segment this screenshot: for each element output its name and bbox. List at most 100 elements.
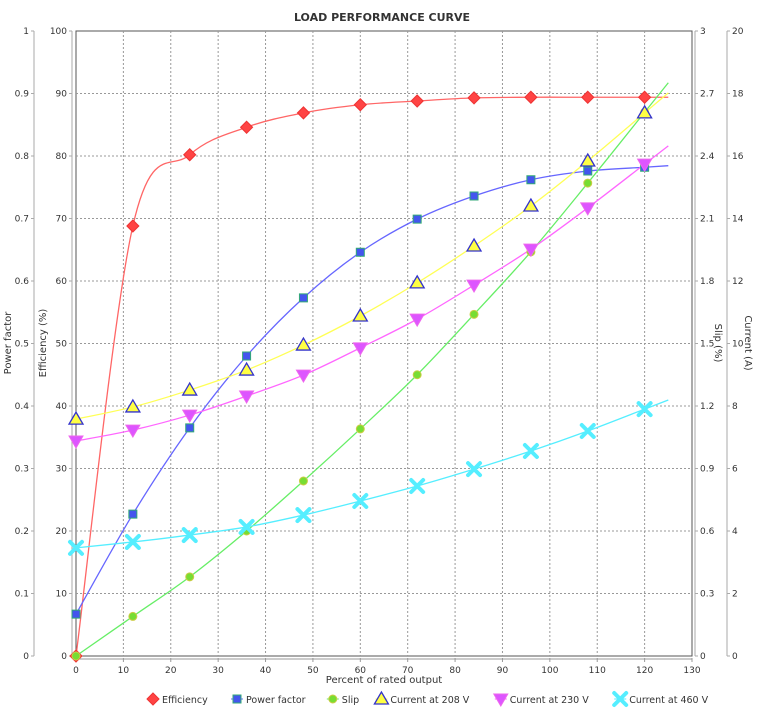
data-point-3 bbox=[67, 410, 85, 425]
slip-tick-label: 1.5 bbox=[700, 340, 714, 350]
legend-marker bbox=[328, 694, 338, 704]
x-marker-stroke bbox=[466, 461, 483, 478]
legend-item-3[interactable]: Current at 208 V bbox=[373, 690, 470, 706]
pf-tick-label: 0.8 bbox=[15, 152, 30, 162]
eff-tick-label: 70 bbox=[56, 215, 68, 225]
pf-axis-label: Power factor bbox=[3, 311, 14, 375]
pf-tick-label: 0.1 bbox=[15, 590, 29, 600]
data-point-4 bbox=[466, 279, 482, 294]
legend-marker bbox=[612, 691, 629, 707]
data-point-0 bbox=[467, 91, 481, 105]
cur-tick-label: 14 bbox=[732, 215, 744, 225]
cur-tick-label: 0 bbox=[732, 652, 738, 662]
data-point-1 bbox=[583, 166, 593, 176]
data-point-3 bbox=[522, 197, 540, 212]
current-axis-label: Current (A) bbox=[742, 315, 753, 370]
data-point-1 bbox=[185, 423, 195, 433]
x-marker-stroke bbox=[181, 527, 198, 544]
slip-tick-label: 1.2 bbox=[700, 402, 714, 412]
data-point-5 bbox=[636, 401, 653, 418]
cur-tick-label: 12 bbox=[732, 277, 743, 287]
slip-tick-label: 2.7 bbox=[700, 90, 714, 100]
data-point-2 bbox=[469, 309, 479, 319]
slip-tick-label: 0.9 bbox=[700, 465, 715, 475]
legend-label: Current at 460 V bbox=[629, 695, 708, 706]
data-point-4 bbox=[636, 158, 653, 173]
data-point-4 bbox=[409, 313, 426, 328]
data-point-0 bbox=[126, 219, 140, 233]
x-marker-stroke bbox=[352, 493, 369, 509]
x-marker-stroke bbox=[295, 507, 312, 524]
data-point-3 bbox=[295, 336, 312, 351]
x-marker-stroke bbox=[612, 691, 629, 707]
legend-item-1[interactable]: Power factor bbox=[231, 694, 306, 706]
eff-tick-label: 100 bbox=[50, 27, 67, 37]
legend-marker bbox=[373, 690, 390, 705]
x-tick-label: 90 bbox=[497, 666, 509, 676]
x-marker-stroke bbox=[579, 423, 596, 439]
data-point-1 bbox=[298, 293, 308, 303]
eff-tick-label: 80 bbox=[56, 152, 68, 162]
pf-tick-label: 0.6 bbox=[15, 277, 30, 287]
data-point-5 bbox=[181, 527, 198, 544]
x-tick-label: 130 bbox=[683, 666, 700, 676]
data-point-1 bbox=[469, 191, 479, 201]
data-point-3 bbox=[579, 152, 596, 167]
legend-item-4[interactable]: Current at 230 V bbox=[492, 693, 589, 707]
x-tick-label: 50 bbox=[307, 666, 319, 676]
data-point-3 bbox=[465, 237, 483, 252]
pf-tick-label: 0 bbox=[23, 652, 29, 662]
eff-tick-label: 10 bbox=[56, 590, 68, 600]
legend-item-5[interactable]: Current at 460 V bbox=[612, 691, 709, 707]
x-tick-label: 10 bbox=[118, 666, 130, 676]
x-tick-label: 100 bbox=[541, 666, 558, 676]
slip-tick-label: 1.8 bbox=[700, 277, 715, 287]
x-marker-stroke bbox=[636, 401, 653, 418]
data-point-3 bbox=[352, 307, 369, 322]
data-point-2 bbox=[355, 424, 365, 434]
data-point-0 bbox=[410, 94, 424, 108]
data-point-2 bbox=[71, 651, 81, 661]
x-tick-label: 20 bbox=[165, 666, 177, 676]
data-point-5 bbox=[466, 461, 483, 478]
eff-tick-label: 30 bbox=[56, 465, 68, 475]
data-point-4 bbox=[295, 369, 312, 384]
legend-item-0[interactable]: Efficiency bbox=[146, 692, 208, 706]
x-tick-label: 60 bbox=[355, 666, 367, 676]
slip-tick-label: 2.1 bbox=[700, 215, 714, 225]
x-tick-label: 110 bbox=[589, 666, 606, 676]
x-marker-stroke bbox=[409, 478, 426, 494]
pf-tick-label: 0.9 bbox=[15, 90, 30, 100]
slip-tick-label: 0.3 bbox=[700, 590, 714, 600]
legend-label: Current at 208 V bbox=[390, 695, 469, 706]
data-point-5 bbox=[68, 539, 84, 556]
data-point-3 bbox=[124, 398, 141, 413]
data-point-5 bbox=[409, 478, 426, 494]
x-tick-label: 40 bbox=[260, 666, 272, 676]
x-marker-stroke bbox=[68, 539, 84, 556]
slip-tick-label: 0.6 bbox=[700, 527, 715, 537]
eff-tick-label: 50 bbox=[56, 340, 68, 350]
cur-tick-label: 6 bbox=[732, 465, 738, 475]
cur-tick-label: 4 bbox=[732, 527, 738, 537]
data-point-2 bbox=[583, 178, 593, 188]
data-point-4 bbox=[352, 342, 369, 356]
pf-tick-label: 0.5 bbox=[15, 340, 29, 350]
x-marker-stroke bbox=[238, 518, 255, 535]
pf-tick-label: 0.2 bbox=[15, 527, 29, 537]
pf-tick-label: 1 bbox=[23, 27, 29, 37]
eff-tick-label: 20 bbox=[56, 527, 68, 537]
chart-title: LOAD PERFORMANCE CURVE bbox=[294, 11, 470, 24]
data-point-4 bbox=[124, 424, 141, 439]
data-point-0 bbox=[581, 90, 595, 104]
legend-item-2[interactable]: Slip bbox=[326, 694, 359, 706]
data-point-4 bbox=[238, 390, 255, 404]
data-point-4 bbox=[68, 435, 84, 449]
pf-tick-label: 0.3 bbox=[15, 465, 29, 475]
legend-label: Current at 230 V bbox=[510, 695, 589, 706]
data-point-0 bbox=[524, 90, 538, 104]
cur-tick-label: 18 bbox=[732, 90, 744, 100]
x-marker-stroke bbox=[124, 533, 141, 550]
